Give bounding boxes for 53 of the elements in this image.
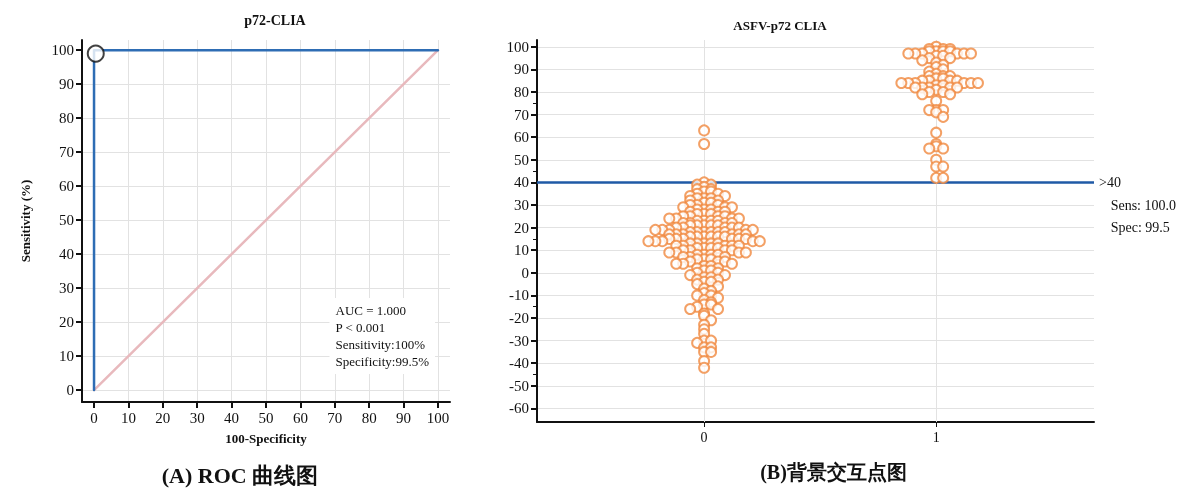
annotation: Specificity:99.5% [335, 354, 430, 369]
x-tick-label: 80 [361, 409, 377, 426]
x-tick-label: 40 [224, 409, 240, 426]
annotation: Sensitivity:100% [335, 337, 426, 352]
x-tick-label: 60 [292, 409, 308, 426]
y-tick-label: 90 [59, 76, 74, 93]
annotation: AUC = 1.000 [335, 303, 407, 318]
y-tick-label: 50 [514, 151, 529, 168]
x-tick-label: 0 [90, 409, 98, 426]
x-tick-label: 30 [189, 409, 205, 426]
y-tick-label: 50 [59, 212, 74, 229]
y-tick-label: 100 [506, 38, 529, 55]
y-tick-label: -40 [509, 355, 529, 372]
y-tick-label: 10 [59, 348, 74, 365]
chart-title: ASFV-p72 CLIA [733, 18, 828, 33]
y-tick-label: -60 [509, 400, 529, 417]
y-tick-label: 20 [514, 219, 529, 236]
text: (B)背景交互点图 [760, 461, 907, 484]
y-tick-label: 80 [59, 110, 74, 127]
y-tick-label: 60 [514, 129, 529, 146]
ref-line-label: >40 [1099, 174, 1121, 190]
text: (A) ROC 曲线图 [161, 462, 319, 488]
y-tick-label: -10 [509, 287, 529, 304]
y-tick-label: -50 [509, 377, 529, 394]
x-tick-label: 50 [258, 409, 274, 426]
text: Spec: 99.5 [1110, 219, 1170, 235]
x-tick-label: 90 [396, 409, 412, 426]
y-tick-label: 40 [514, 174, 529, 191]
x-tick-label: 1 [932, 429, 940, 445]
y-tick-label: 70 [514, 106, 529, 123]
y-tick-label: 100 [51, 42, 74, 59]
y-tick-label: -20 [509, 310, 529, 327]
y-tick-label: 40 [59, 246, 74, 263]
y-axis-title: Sensitivity (%) [18, 179, 33, 263]
y-tick-label: 0 [521, 264, 529, 281]
x-tick-label: 10 [120, 409, 136, 426]
x-tick-label: 100 [426, 409, 450, 426]
x-axis-title: 100-Specificity [225, 431, 308, 446]
x-tick-label: 20 [155, 409, 171, 426]
y-tick-label: 30 [59, 280, 74, 297]
y-tick-label: 10 [514, 242, 529, 259]
y-tick-label: 30 [514, 197, 529, 214]
y-tick-label: 0 [66, 382, 74, 399]
y-tick-label: 60 [59, 178, 74, 195]
annotation: P < 0.001 [335, 320, 386, 335]
chart-title: p72-CLIA [244, 12, 307, 28]
y-tick-label: 20 [59, 314, 74, 331]
x-tick-label: 70 [327, 409, 343, 426]
y-tick-label: 90 [514, 61, 529, 78]
y-tick-label: 80 [514, 83, 529, 100]
y-tick-label: 70 [59, 144, 74, 161]
y-tick-label: -30 [509, 332, 529, 349]
text: Sens: 100.0 [1110, 197, 1177, 213]
